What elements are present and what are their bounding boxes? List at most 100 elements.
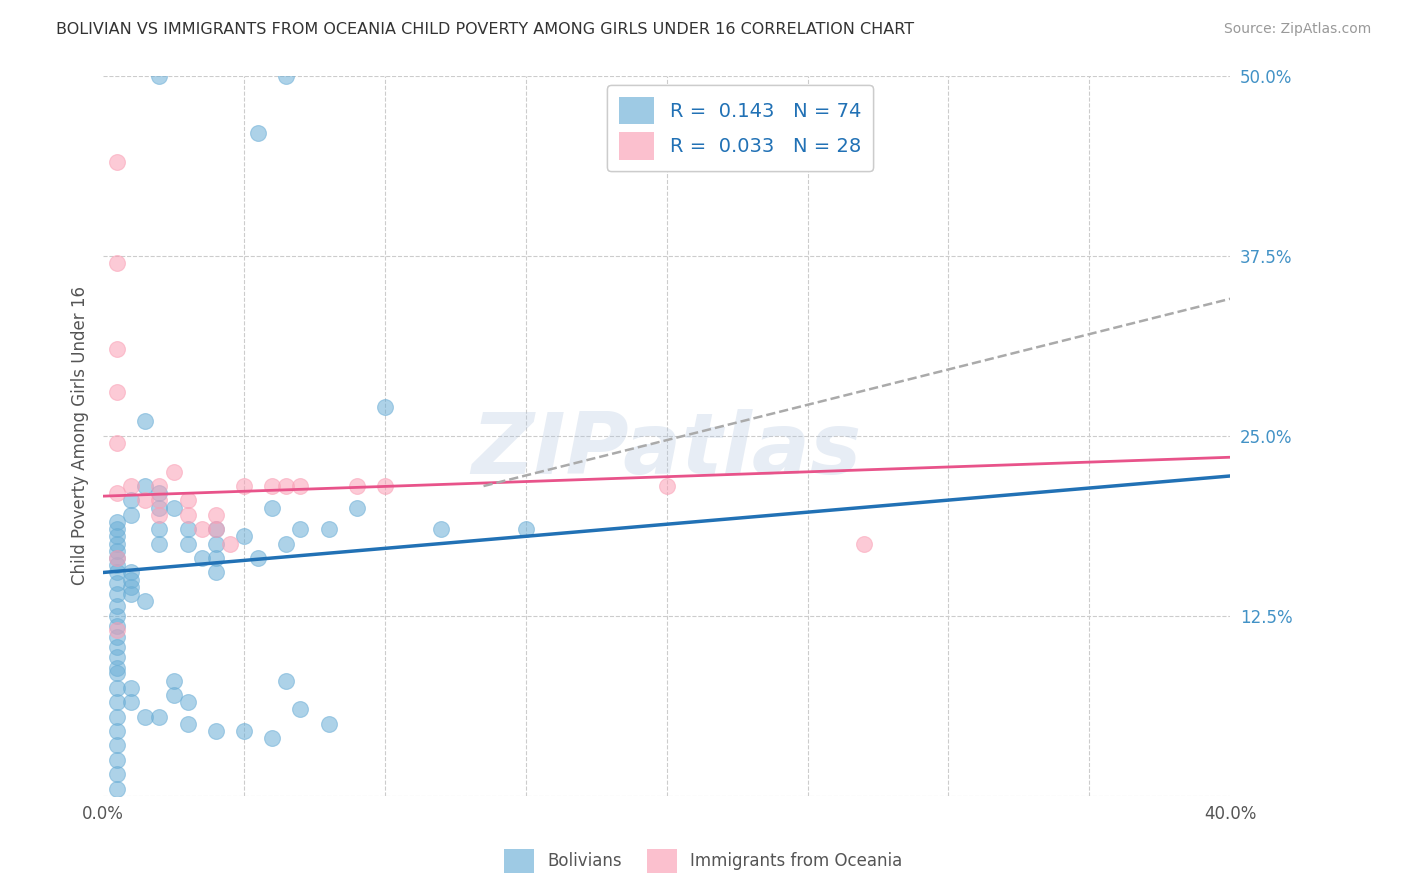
Point [162,688,184,702]
Point [190,551,212,566]
Point [176,537,198,551]
Text: ZIPatlas: ZIPatlas [471,409,862,491]
Point [290,522,312,536]
Point [276,537,298,551]
Point [262,731,284,746]
Point [205,522,228,536]
Point [852,537,875,551]
Point [262,479,284,493]
Point [655,479,678,493]
Point [190,522,212,536]
Point [120,681,142,695]
Point [105,537,128,551]
Point [176,508,198,522]
Point [205,508,228,522]
Point [247,551,270,566]
Point [276,673,298,688]
Point [105,660,128,674]
Point [205,537,228,551]
Point [374,400,396,414]
Point [276,69,298,83]
Legend: R =  0.143   N = 74, R =  0.033   N = 28: R = 0.143 N = 74, R = 0.033 N = 28 [607,86,873,171]
Point [105,256,128,270]
Text: Source: ZipAtlas.com: Source: ZipAtlas.com [1223,22,1371,37]
Point [105,599,128,613]
Point [120,695,142,709]
Point [120,508,142,522]
Point [219,537,242,551]
Point [105,575,128,590]
Point [120,493,142,508]
Point [120,479,142,493]
Point [205,566,228,580]
Point [148,522,170,536]
Point [105,753,128,767]
Point [247,126,270,140]
Point [105,486,128,500]
Point [105,681,128,695]
Point [148,537,170,551]
Point [105,650,128,665]
Point [430,522,453,536]
Point [162,500,184,515]
Point [276,479,298,493]
Point [134,414,156,428]
Point [105,515,128,529]
Point [105,640,128,655]
Point [205,723,228,738]
Point [120,573,142,587]
Point [105,558,128,573]
Point [105,666,128,681]
Point [374,479,396,493]
Point [105,608,128,623]
Point [515,522,537,536]
Point [134,493,156,508]
Point [134,479,156,493]
Point [233,479,256,493]
Text: BOLIVIAN VS IMMIGRANTS FROM OCEANIA CHILD POVERTY AMONG GIRLS UNDER 16 CORRELATI: BOLIVIAN VS IMMIGRANTS FROM OCEANIA CHIL… [56,22,914,37]
Point [105,623,128,637]
Point [148,508,170,522]
Point [148,493,170,508]
Point [148,69,170,83]
Point [105,551,128,566]
Point [120,587,142,601]
Point [120,580,142,594]
Point [290,702,312,716]
Point [105,767,128,781]
Point [105,529,128,543]
Point [162,465,184,479]
Point [105,709,128,723]
Point [262,500,284,515]
Point [105,781,128,796]
Point [105,695,128,709]
Point [105,587,128,601]
Point [148,479,170,493]
Point [105,544,128,558]
Point [148,500,170,515]
Point [105,385,128,400]
Point [105,155,128,169]
Point [233,529,256,543]
Y-axis label: Child Poverty Among Girls Under 16: Child Poverty Among Girls Under 16 [72,286,89,585]
Point [120,566,142,580]
Point [233,723,256,738]
Point [162,673,184,688]
Point [105,739,128,753]
Point [105,342,128,356]
Point [205,551,228,566]
Point [105,551,128,566]
Point [134,594,156,608]
Point [346,500,368,515]
Point [318,716,340,731]
Legend: Bolivians, Immigrants from Oceania: Bolivians, Immigrants from Oceania [498,842,908,880]
Point [148,486,170,500]
Point [346,479,368,493]
Point [105,630,128,644]
Point [105,619,128,633]
Point [290,479,312,493]
Point [176,522,198,536]
Point [176,493,198,508]
Point [176,716,198,731]
Point [105,435,128,450]
